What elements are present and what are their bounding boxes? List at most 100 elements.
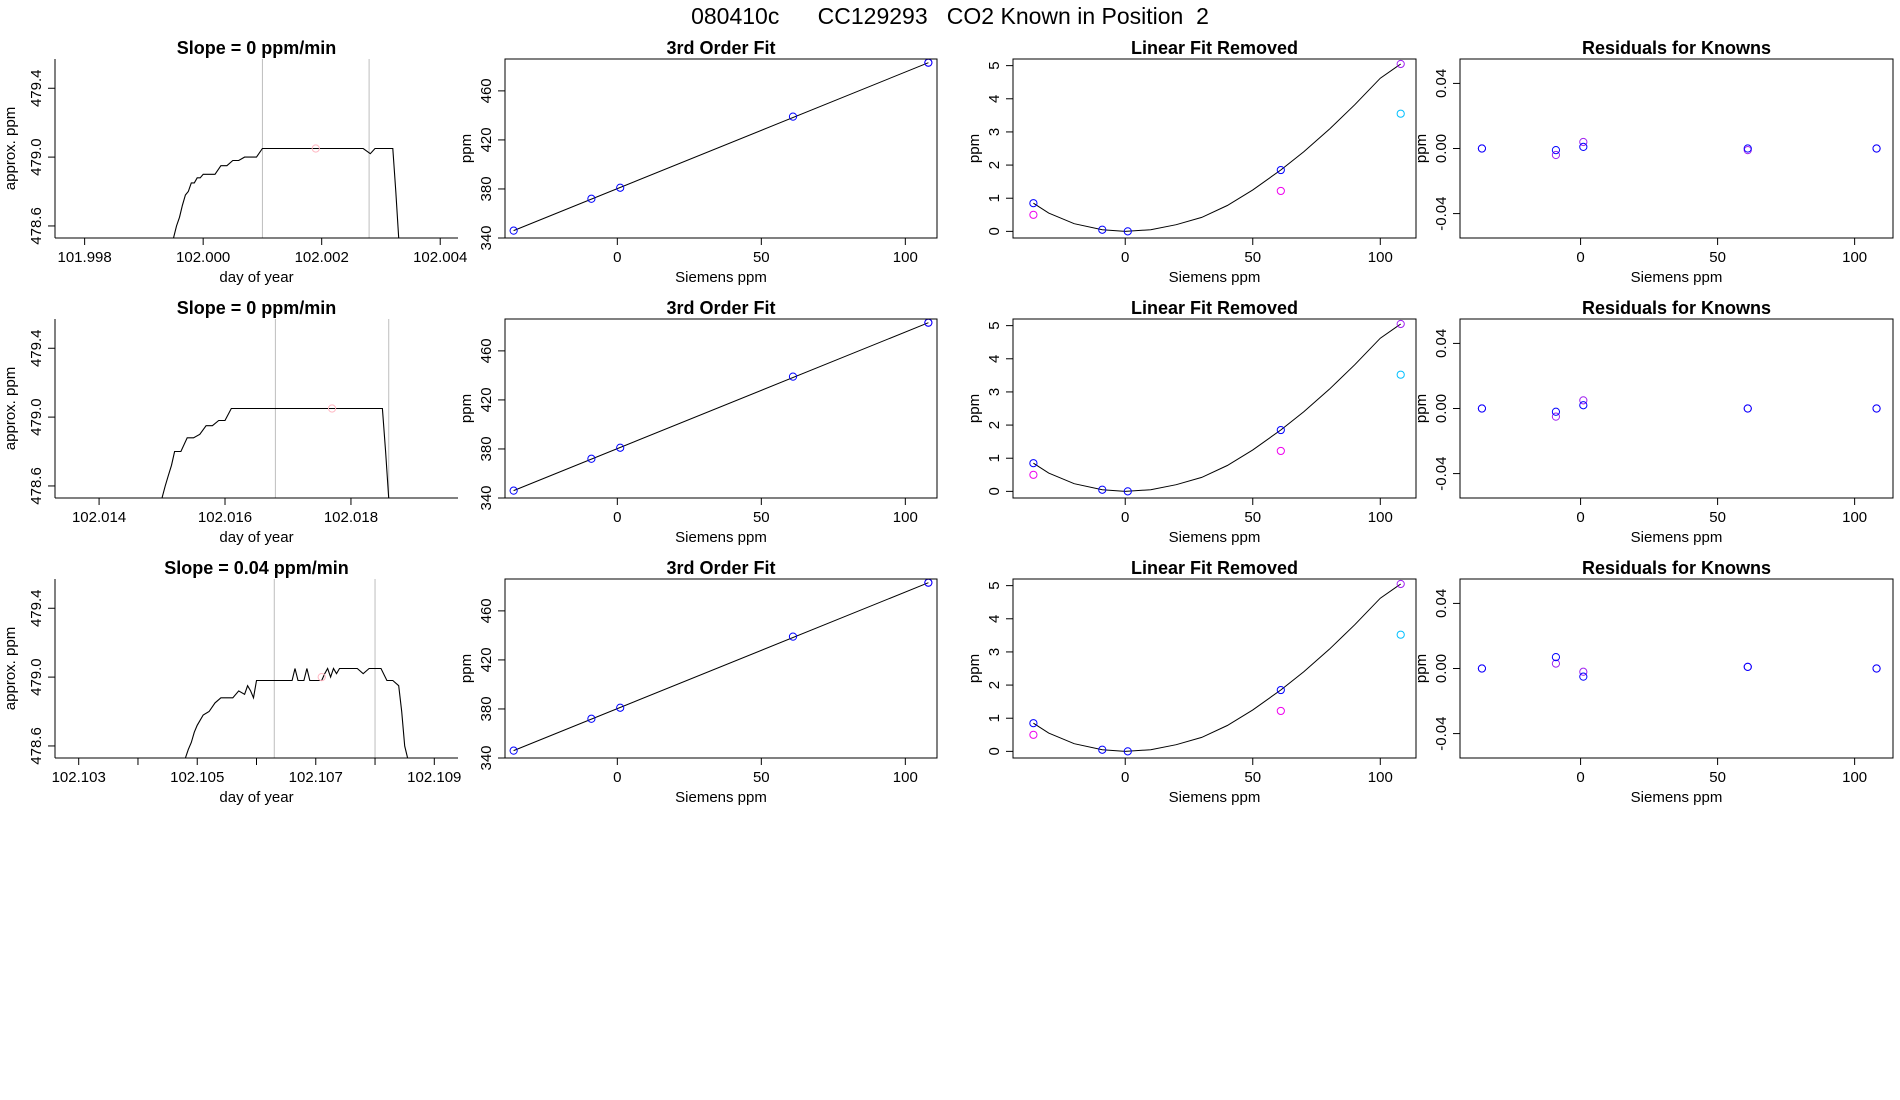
x-tick-label: 100 xyxy=(1842,509,1867,526)
y-tick-label: 420 xyxy=(478,127,495,152)
y-tick-label: 340 xyxy=(478,485,495,510)
y-tick-label: 0.00 xyxy=(1433,654,1450,683)
known-point xyxy=(1551,146,1561,155)
known-point xyxy=(587,454,596,463)
known-point xyxy=(1477,664,1487,673)
known-point xyxy=(1123,487,1132,496)
x-tick-label: 50 xyxy=(753,509,770,526)
panel-0-1: 0 50 100 340 380 420 460 3rd Order Fit Siemens p… xyxy=(458,38,938,286)
y-tick-label: 3 xyxy=(986,128,1003,136)
x-tick-label: 100 xyxy=(893,769,918,786)
y-tick-label: 3 xyxy=(986,388,1003,396)
panel-title: 3rd Order Fit xyxy=(666,38,775,58)
y-tick-label: 0.04 xyxy=(1433,69,1450,98)
x-tick-label: 0 xyxy=(1576,509,1584,526)
panel-title: Linear Fit Removed xyxy=(1131,298,1298,318)
residual-point xyxy=(1579,396,1588,405)
x-tick-label: 102.018 xyxy=(324,509,378,526)
y-tick-label: 3 xyxy=(986,648,1003,656)
known-point xyxy=(1098,485,1107,494)
x-axis-label: Siemens ppm xyxy=(1169,269,1261,286)
mean-point xyxy=(327,404,337,413)
known-point xyxy=(1029,199,1038,208)
known-point xyxy=(587,194,596,203)
y-tick-label: 478.6 xyxy=(28,727,45,765)
y-axis-label: approx. ppm xyxy=(2,107,19,190)
y-tick-label: 420 xyxy=(478,647,495,672)
y-tick-label: 4 xyxy=(986,95,1003,103)
magenta-point xyxy=(1029,730,1038,739)
figure-title: 080410c CC129293 CO2 Known in Position 2 xyxy=(691,3,1209,29)
plot-area xyxy=(1477,396,1881,421)
mean-point xyxy=(317,673,326,682)
y-tick-label: 479.0 xyxy=(28,658,45,696)
x-tick-label: 50 xyxy=(753,249,770,266)
x-tick-label: 50 xyxy=(1709,769,1726,786)
residual-point xyxy=(1396,579,1405,589)
fit-line xyxy=(1033,63,1401,232)
magenta-point xyxy=(1276,186,1285,196)
residual-point xyxy=(1551,150,1561,160)
plot-frame xyxy=(504,318,938,499)
plot-area xyxy=(1029,579,1405,756)
x-tick-label: 0 xyxy=(1121,769,1129,786)
plot-area xyxy=(1477,137,1881,160)
known-point xyxy=(616,703,625,712)
x-tick-label: 100 xyxy=(893,509,918,526)
y-tick-label: 0.04 xyxy=(1433,589,1450,618)
residual-point xyxy=(1579,667,1588,676)
x-axis-label: Siemens ppm xyxy=(1169,529,1261,546)
y-tick-label: 2 xyxy=(986,421,1003,429)
y-tick-label: 460 xyxy=(478,78,495,103)
known-point xyxy=(509,746,518,755)
magenta-point xyxy=(1029,470,1038,479)
x-tick-label: 0 xyxy=(1121,509,1129,526)
y-tick-label: -0.04 xyxy=(1433,716,1450,750)
panel-2-2: 0 50 100 0 1 2 3 4 5 Linear Fit Removed Siemens pp… xyxy=(966,558,1417,806)
y-tick-label: 478.6 xyxy=(28,467,45,505)
known-point xyxy=(1477,144,1487,153)
y-tick-label: 1 xyxy=(986,454,1003,462)
x-tick-label: 102.000 xyxy=(176,249,230,266)
panel-2-3: 0 50 100 -0.04 0.00 0.04 Residuals for Knowns S… xyxy=(1413,558,1894,806)
x-tick-label: 50 xyxy=(1709,249,1726,266)
y-axis-label: ppm xyxy=(966,654,983,683)
panel-title: Residuals for Knowns xyxy=(1582,298,1771,318)
y-tick-label: 479.0 xyxy=(28,138,45,176)
x-tick-label: 100 xyxy=(893,249,918,266)
known-point xyxy=(1579,401,1588,410)
x-tick-label: 100 xyxy=(1368,769,1393,786)
known-point xyxy=(1098,745,1107,754)
known-point xyxy=(1123,227,1132,236)
y-tick-label: 1 xyxy=(986,194,1003,202)
panel-1-1: 0 50 100 340 380 420 460 3rd Order Fit Siemens p… xyxy=(458,298,938,546)
x-tick-label: 0 xyxy=(1576,769,1584,786)
plot-area xyxy=(161,319,390,498)
plot-frame xyxy=(1459,318,1894,499)
x-tick-label: 100 xyxy=(1842,249,1867,266)
known-point xyxy=(1276,685,1285,695)
panel-title: 3rd Order Fit xyxy=(666,298,775,318)
x-tick-label: 102.107 xyxy=(289,769,343,786)
y-tick-label: 4 xyxy=(986,615,1003,623)
known-point xyxy=(788,632,798,641)
y-axis-label: approx. ppm xyxy=(2,627,19,710)
y-tick-label: 479.4 xyxy=(28,329,45,367)
panel-1-2: 0 50 100 0 1 2 3 4 5 Linear Fit Removed Siemens pp… xyxy=(966,298,1417,546)
known-point xyxy=(1743,144,1752,153)
known-point xyxy=(1551,407,1561,416)
y-tick-label: 478.6 xyxy=(28,207,45,245)
x-tick-label: 0 xyxy=(1121,249,1129,266)
x-tick-label: 102.105 xyxy=(170,769,224,786)
magenta-point xyxy=(1276,706,1285,716)
y-axis-label: ppm xyxy=(966,134,983,163)
magenta-point xyxy=(1276,446,1285,456)
panel-title: Slope = 0 ppm/min xyxy=(177,38,337,58)
y-axis-label: ppm xyxy=(1413,394,1430,423)
y-axis-label: ppm xyxy=(458,394,475,423)
panel-title: Slope = 0 ppm/min xyxy=(177,298,337,318)
residual-point xyxy=(1551,412,1561,421)
y-axis-label: approx. ppm xyxy=(2,367,19,450)
mean-point xyxy=(311,144,320,153)
y-tick-label: 380 xyxy=(478,176,495,201)
